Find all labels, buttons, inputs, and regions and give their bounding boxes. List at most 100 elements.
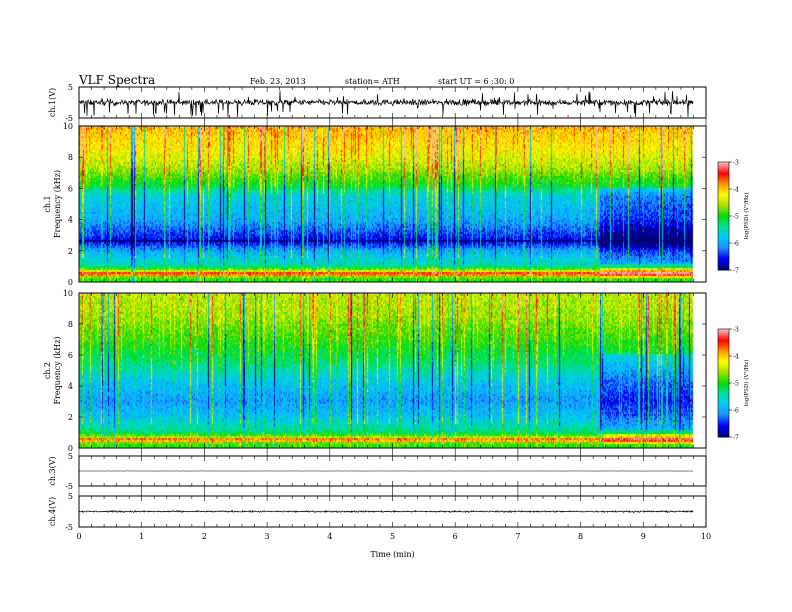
ch2-spectrogram-ytick-label: 0 (68, 444, 73, 453)
colorbar-swatch (718, 253, 729, 257)
colorbar-tick-label: -7 (733, 435, 739, 442)
colorbar-swatch (718, 431, 729, 434)
colorbar-swatch (718, 339, 729, 343)
colorbar-swatch (718, 348, 729, 352)
x-axis-label: Time (min) (370, 550, 414, 559)
ch1-spectrogram-heatmap (79, 126, 706, 282)
ch1-waveform-ytick-label: -5 (65, 114, 73, 123)
ch1-waveform-panel: 5 -5 ch.1(V) (48, 83, 707, 123)
ch1-spectrogram-panel: 0 2 4 6 8 10 ch.1Frequency (kHz) -3 -4 -5 -6 -7 log(… (43, 122, 750, 287)
ch1-waveform-ylabel-line: ch.1(V) (48, 88, 57, 117)
colorbar-swatch (718, 201, 729, 204)
colorbar-swatch (718, 163, 729, 167)
colorbar-swatch (718, 366, 729, 370)
ch2-spectrogram-ytick-label: 10 (63, 289, 73, 298)
colorbar-tick-label: -6 (733, 241, 739, 248)
colorbar-swatch (718, 241, 729, 244)
colorbar-swatch (718, 397, 729, 400)
colorbar-swatch (718, 411, 729, 415)
colorbar-swatch (718, 395, 729, 398)
ch2-spectrogram-ylabel-line: Frequency (kHz) (53, 336, 62, 404)
ch1-spectrogram-colorbar: -3 -4 -5 -6 -7 log(PSD) (V²/Hz) (717, 160, 750, 275)
colorbar-swatch (718, 243, 729, 246)
colorbar-label: log(PSD) (V²/Hz) (743, 360, 750, 407)
time-axis: 0 1 2 3 4 5 6 7 8 9 10 Time (min) (76, 118, 711, 559)
colorbar-swatch (718, 350, 729, 353)
colorbar-swatch (718, 230, 729, 233)
colorbar-swatch (718, 338, 729, 341)
colorbar-swatch (718, 375, 729, 379)
colorbar-swatch (718, 174, 729, 177)
colorbar-swatch (718, 330, 729, 334)
colorbar-swatch (718, 190, 729, 194)
colorbar-swatch (718, 246, 729, 249)
colorbar-swatch (718, 356, 729, 359)
colorbar-swatch (718, 368, 729, 371)
colorbar-swatch (718, 359, 729, 362)
colorbar-swatch (718, 199, 729, 203)
colorbar-swatch (718, 424, 729, 427)
colorbar-swatch (718, 361, 729, 364)
ch4-waveform-panel: 5 -5 ch.4(V) (48, 492, 707, 532)
ch1-spectrogram-ylabel-line: Frequency (kHz) (53, 170, 62, 238)
colorbar-swatch (718, 419, 729, 422)
colorbar-swatch (718, 332, 729, 335)
colorbar-swatch (718, 392, 729, 395)
colorbar-swatch (718, 435, 729, 438)
colorbar-swatch (718, 257, 729, 260)
colorbar-swatch (718, 181, 729, 185)
colorbar-swatch (718, 399, 729, 402)
colorbar-tick-label: -4 (733, 354, 739, 361)
colorbar-swatch (718, 365, 729, 368)
colorbar-swatch (718, 171, 729, 174)
colorbar-swatch (718, 410, 729, 413)
ch3-waveform-ylabel-line: ch.3(V) (48, 456, 57, 485)
colorbar-swatch (718, 185, 729, 188)
colorbar-swatch (718, 345, 729, 348)
colorbar-swatch (718, 216, 729, 219)
colorbar-swatch (718, 329, 729, 332)
colorbar-swatch (718, 404, 729, 407)
ch2-spectrogram-ytick-label: 2 (68, 413, 73, 422)
colorbar-swatch (718, 354, 729, 357)
date-label: Feb. 23, 2013 (250, 77, 306, 86)
ch4-waveform-ytick-label: -5 (65, 523, 73, 532)
ch1-waveform-trace (78, 90, 694, 118)
ch1-waveform-ytick-label: 5 (68, 83, 73, 92)
colorbar-swatch (718, 379, 729, 382)
ch4-waveform-trace (78, 509, 694, 514)
colorbar-swatch (718, 261, 729, 264)
xtick-label: 6 (453, 532, 458, 541)
colorbar-swatch (718, 167, 729, 170)
colorbar-swatch (718, 401, 729, 404)
ch4-waveform-ytick-label: 5 (68, 492, 73, 501)
colorbar-swatch (718, 250, 729, 253)
colorbar-swatch (718, 234, 729, 237)
colorbar-swatch (718, 235, 729, 239)
colorbar-swatch (718, 210, 729, 213)
ch3-waveform-panel: 5 -5 ch.3(V) (48, 452, 707, 491)
colorbar-tick-label: -4 (733, 187, 739, 194)
colorbar-swatch (718, 408, 729, 411)
colorbar-swatch (718, 226, 729, 230)
ch2-spectrogram-heatmap (79, 293, 706, 448)
colorbar-swatch (718, 214, 729, 217)
colorbar-swatch (718, 194, 729, 197)
colorbar-swatch (718, 363, 729, 366)
colorbar-swatch (718, 384, 729, 388)
colorbar-swatch (718, 357, 729, 361)
colorbar-swatch (718, 336, 729, 339)
colorbar-tick-label: -3 (733, 327, 739, 334)
colorbar-swatch (718, 347, 729, 350)
colorbar-swatch (718, 352, 729, 355)
colorbar-swatch (718, 262, 729, 266)
colorbar-swatch (718, 268, 729, 271)
colorbar-swatch (718, 178, 729, 181)
ch1-spectrogram-ytick-label: 6 (68, 184, 73, 193)
colorbar-swatch (718, 259, 729, 262)
colorbar-swatch (718, 223, 729, 226)
colorbar-tick-label: -6 (733, 408, 739, 415)
colorbar-swatch (718, 165, 729, 168)
ch2-spectrogram-ytick-label: 4 (68, 382, 73, 391)
